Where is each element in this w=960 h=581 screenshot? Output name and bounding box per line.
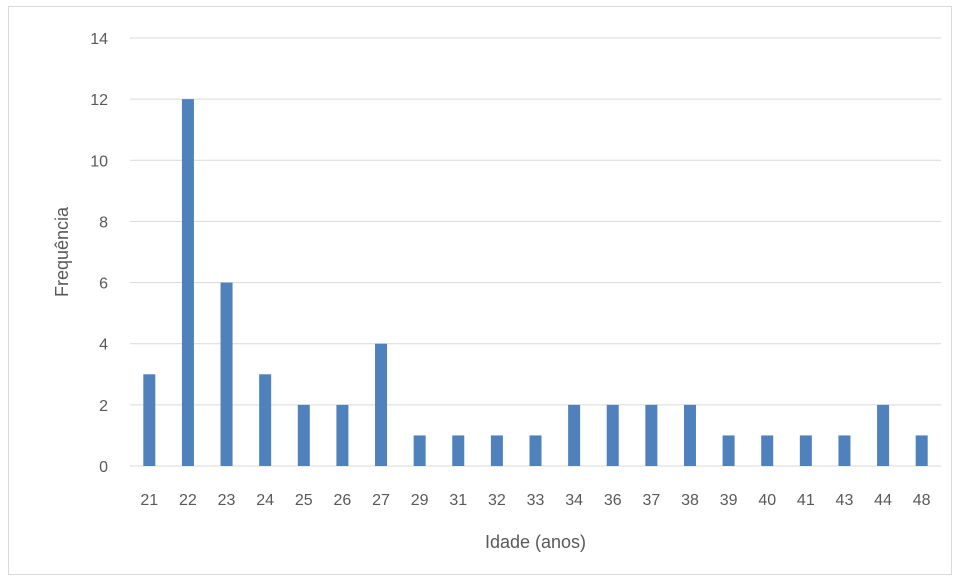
x-tick-label: 41 [797, 492, 815, 509]
x-tick-label: 21 [140, 492, 158, 509]
x-tick-label: 39 [720, 492, 738, 509]
bar-41 [799, 435, 812, 466]
bar-29 [413, 435, 426, 466]
bar-32 [490, 435, 503, 466]
bar-24 [259, 374, 272, 466]
gridlines [130, 37, 941, 467]
bar-48 [915, 435, 928, 466]
y-tick-label: 10 [90, 153, 108, 170]
bar-33 [529, 435, 542, 466]
chart-area [8, 6, 952, 575]
x-tick-label: 26 [334, 492, 352, 509]
y-tick-label: 12 [90, 92, 108, 109]
x-tick-label: 44 [874, 492, 892, 509]
x-tick-label: 24 [256, 492, 274, 509]
y-tick-labels: 0 2 4 6 8 10 12 14 [90, 31, 108, 476]
x-tick-label: 27 [372, 492, 390, 509]
x-tick-labels: 21 22 23 24 25 26 27 29 31 32 33 34 36 37 38 39 40 41 43 44… [140, 492, 930, 509]
x-axis-title: Idade (anos) [485, 532, 586, 552]
x-tick-label: 23 [218, 492, 236, 509]
bar-23 [220, 282, 233, 466]
y-axis-title: Frequência [52, 206, 72, 297]
bar-26 [336, 404, 349, 466]
x-tick-label: 48 [913, 492, 931, 509]
y-tick-label: 8 [99, 214, 108, 231]
x-tick-label: 32 [488, 492, 506, 509]
bar-36 [606, 404, 619, 466]
x-tick-label: 31 [449, 492, 467, 509]
bar-37 [645, 404, 658, 466]
x-tick-label: 29 [411, 492, 429, 509]
bar-39 [722, 435, 735, 466]
y-tick-label: 2 [99, 398, 108, 415]
x-tick-label: 33 [527, 492, 545, 509]
y-tick-label: 4 [99, 337, 108, 354]
x-tick-label: 43 [836, 492, 854, 509]
y-tick-label: 14 [90, 31, 108, 48]
bar-25 [297, 404, 310, 466]
bar-22 [181, 99, 194, 467]
y-tick-label: 0 [99, 459, 108, 476]
x-tick-label: 36 [604, 492, 622, 509]
x-tick-label: 34 [565, 492, 583, 509]
bar-31 [452, 435, 465, 466]
bar-38 [683, 404, 696, 466]
bar-27 [375, 343, 388, 466]
bar-44 [877, 404, 890, 466]
bar-34 [568, 404, 581, 466]
x-tick-label: 22 [179, 492, 197, 509]
x-tick-label: 25 [295, 492, 313, 509]
bar-40 [761, 435, 774, 466]
x-tick-label: 37 [642, 492, 660, 509]
x-tick-label: 38 [681, 492, 699, 509]
bar-43 [838, 435, 851, 466]
y-tick-label: 6 [99, 276, 108, 293]
bars [143, 99, 928, 467]
x-tick-label: 40 [758, 492, 776, 509]
bar-21 [143, 374, 156, 466]
